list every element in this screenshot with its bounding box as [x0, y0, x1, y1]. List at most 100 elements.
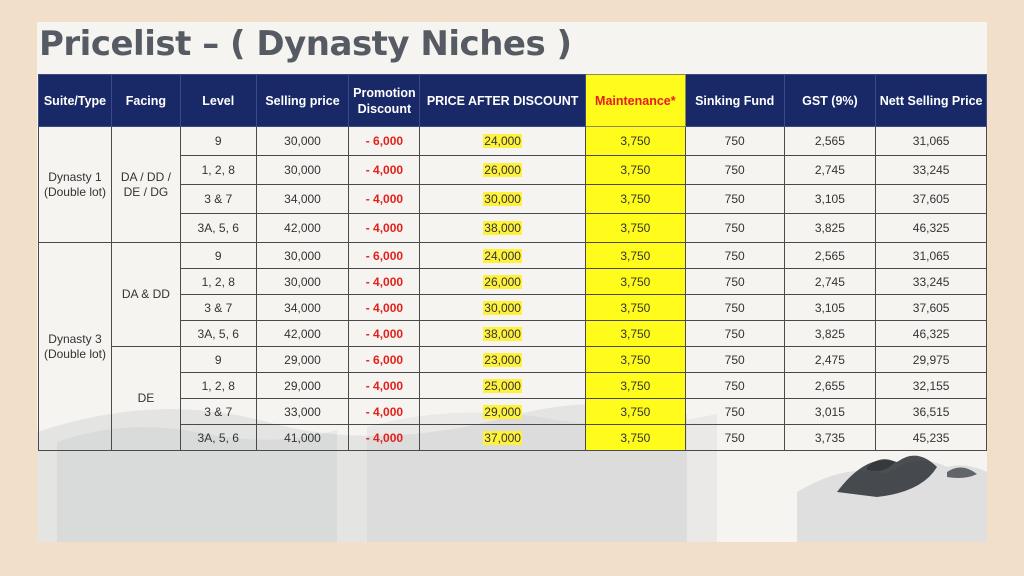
facing-cell: DA / DD / DE / DG [110, 126, 181, 243]
maintenance-cell: 3,750 [584, 320, 686, 347]
promotion-discount-cell: - 6,000 [348, 126, 421, 156]
promotion-discount-cell: - 4,000 [348, 320, 421, 347]
maintenance-cell: 3,750 [584, 213, 686, 243]
level-cell: 1, 2, 8 [179, 268, 257, 295]
sinking-fund-cell: 750 [684, 126, 785, 156]
sinking-fund-cell: 750 [684, 398, 785, 425]
nett-selling-price-cell: 29,975 [875, 346, 987, 373]
promotion-discount-cell: - 4,000 [348, 424, 421, 451]
gst-cell: 3,105 [783, 294, 877, 321]
header-gst: GST (9%) [783, 74, 877, 127]
promotion-discount-cell: - 6,000 [348, 242, 421, 269]
maintenance-cell: 3,750 [584, 398, 686, 425]
sinking-fund-cell: 750 [684, 372, 785, 399]
nett-selling-price-cell: 37,605 [875, 294, 987, 321]
price-after-discount-value: 38,000 [483, 326, 522, 341]
table-header-row: Suite/Type Facing Level Selling price Pr… [38, 74, 987, 127]
header-promotion-discount: Promotion Discount [348, 74, 421, 127]
price-after-discount-value: 37,000 [483, 430, 522, 445]
table-row: 3 & 7 33,000 - 4,000 29,000 3,750 750 3,… [39, 398, 987, 425]
promotion-discount-cell: - 4,000 [348, 268, 421, 295]
sinking-fund-cell: 750 [684, 294, 785, 321]
nett-selling-price-cell: 33,245 [875, 268, 987, 295]
maintenance-cell: 3,750 [584, 155, 686, 185]
level-cell: 3A, 5, 6 [179, 320, 257, 347]
table-row: 3A, 5, 6 41,000 - 4,000 37,000 3,750 750… [39, 424, 987, 451]
sinking-fund-cell: 750 [684, 320, 785, 347]
price-after-discount-value: 29,000 [483, 404, 522, 419]
promotion-discount-cell: - 4,000 [348, 372, 421, 399]
maintenance-cell: 3,750 [584, 242, 686, 269]
selling-price-cell: 33,000 [255, 398, 350, 425]
suite-type-cell: Dynasty 3 (Double lot) [38, 242, 112, 451]
header-selling-price: Selling price [255, 74, 350, 127]
header-facing: Facing [110, 74, 181, 127]
price-after-discount-value: 26,000 [483, 274, 522, 289]
gst-cell: 3,735 [783, 424, 877, 451]
suite-type-cell: Dynasty 1 (Double lot) [38, 126, 112, 243]
selling-price-cell: 29,000 [255, 346, 350, 373]
header-sinking-fund: Sinking Fund [684, 74, 785, 127]
price-after-discount-cell: 25,000 [419, 372, 586, 399]
price-after-discount-value: 30,000 [483, 192, 522, 206]
nett-selling-price-cell: 31,065 [875, 242, 987, 269]
price-after-discount-cell: 26,000 [419, 155, 586, 185]
price-after-discount-cell: 30,000 [419, 294, 586, 321]
sinking-fund-cell: 750 [684, 346, 785, 373]
maintenance-cell: 3,750 [584, 346, 686, 373]
sinking-fund-cell: 750 [684, 268, 785, 295]
price-after-discount-cell: 38,000 [419, 213, 586, 243]
gst-cell: 2,475 [783, 346, 877, 373]
price-after-discount-cell: 23,000 [419, 346, 586, 373]
price-after-discount-value: 26,000 [483, 163, 522, 177]
price-after-discount-value: 25,000 [483, 378, 522, 393]
header-maintenance: Maintenance* [584, 74, 686, 127]
table-row: 3A, 5, 6 42,000 - 4,000 38,000 3,750 750… [39, 320, 987, 347]
selling-price-cell: 34,000 [255, 184, 350, 214]
nett-selling-price-cell: 46,325 [875, 320, 987, 347]
nett-selling-price-cell: 46,325 [875, 213, 987, 243]
selling-price-cell: 41,000 [255, 424, 350, 451]
table-row: 1, 2, 8 30,000 - 4,000 26,000 3,750 750 … [39, 268, 987, 295]
level-cell: 9 [179, 346, 257, 373]
level-cell: 3A, 5, 6 [179, 213, 257, 243]
facing-cell: DE [110, 346, 181, 451]
price-after-discount-value: 24,000 [483, 134, 522, 148]
maintenance-cell: 3,750 [584, 424, 686, 451]
promotion-discount-cell: - 4,000 [348, 398, 421, 425]
table-row: DE 9 29,000 - 6,000 23,000 3,750 750 2,4… [39, 346, 987, 451]
promotion-discount-cell: - 4,000 [348, 184, 421, 214]
selling-price-cell: 30,000 [255, 126, 350, 156]
page-title: Pricelist – ( Dynasty Niches ) [39, 24, 572, 64]
selling-price-cell: 30,000 [255, 155, 350, 185]
header-level: Level [179, 74, 257, 127]
gst-cell: 2,565 [783, 242, 877, 269]
promotion-discount-cell: - 4,000 [348, 294, 421, 321]
table-row: 3 & 7 34,000 - 4,000 30,000 3,750 750 3,… [39, 184, 987, 214]
facing-cell: DA & DD [110, 242, 181, 347]
selling-price-cell: 30,000 [255, 268, 350, 295]
nett-selling-price-cell: 45,235 [875, 424, 987, 451]
gst-cell: 2,745 [783, 155, 877, 185]
nett-selling-price-cell: 36,515 [875, 398, 987, 425]
price-after-discount-cell: 24,000 [419, 126, 586, 156]
table-row: 1, 2, 8 29,000 - 4,000 25,000 3,750 750 … [39, 372, 987, 399]
price-after-discount-value: 38,000 [483, 221, 522, 235]
sinking-fund-cell: 750 [684, 155, 785, 185]
maintenance-cell: 3,750 [584, 126, 686, 156]
promotion-discount-cell: - 4,000 [348, 155, 421, 185]
maintenance-cell: 3,750 [584, 294, 686, 321]
level-cell: 1, 2, 8 [179, 372, 257, 399]
pricelist-table: Suite/Type Facing Level Selling price Pr… [38, 74, 987, 451]
table-row: Dynasty 3 (Double lot) DA & DD 9 30,000 … [38, 242, 987, 451]
table-row: 3 & 7 34,000 - 4,000 30,000 3,750 750 3,… [39, 294, 987, 321]
level-cell: 3 & 7 [179, 184, 257, 214]
price-after-discount-cell: 30,000 [419, 184, 586, 214]
gst-cell: 3,015 [783, 398, 877, 425]
price-after-discount-cell: 38,000 [419, 320, 586, 347]
maintenance-cell: 3,750 [584, 268, 686, 295]
maintenance-cell: 3,750 [584, 372, 686, 399]
price-after-discount-value: 24,000 [483, 248, 522, 263]
promotion-discount-cell: - 4,000 [348, 213, 421, 243]
price-after-discount-cell: 29,000 [419, 398, 586, 425]
